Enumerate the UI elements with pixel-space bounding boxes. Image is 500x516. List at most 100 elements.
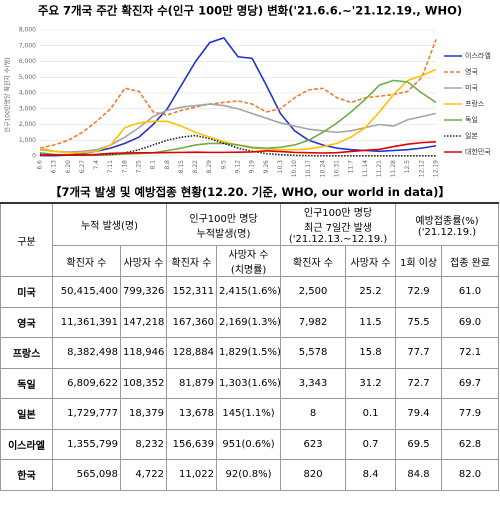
data-cell: 4,722 bbox=[119, 459, 168, 491]
data-cell: 69.7 bbox=[441, 367, 500, 399]
header-cell: 사망자 수 bbox=[345, 245, 397, 277]
y-tick-label: 0 bbox=[32, 153, 36, 160]
data-cell: 62.8 bbox=[441, 428, 500, 460]
data-cell: 7,982 bbox=[280, 306, 347, 338]
x-tick-label: 12.12 bbox=[418, 160, 425, 177]
x-tick-label: 10.3 bbox=[277, 160, 284, 174]
x-tick-label: 6.20 bbox=[65, 160, 72, 174]
country-cell: 이스라엘 bbox=[0, 428, 53, 460]
x-tick-label: 6.27 bbox=[79, 160, 86, 174]
x-tick-label: 10.10 bbox=[291, 160, 298, 177]
x-tick-label: 9.26 bbox=[263, 160, 270, 174]
x-tick-label: 12.5 bbox=[404, 160, 411, 174]
status-table: 구분 누적 발생(명) 인구100만 명당 누적발생(명) 인구100만 명당 … bbox=[0, 202, 500, 491]
x-tick-label: 7.4 bbox=[93, 160, 100, 170]
series-line bbox=[40, 141, 437, 156]
table-row: 독일 6,809,622 108,352 81,879 1,303(1.6%) 3,343… bbox=[0, 367, 500, 399]
data-cell: 5,578 bbox=[280, 337, 347, 369]
data-cell: 167,360 bbox=[166, 306, 218, 338]
data-cell: 13,678 bbox=[166, 398, 218, 430]
data-cell: 77.9 bbox=[441, 398, 500, 430]
data-cell: 81,879 bbox=[166, 367, 218, 399]
data-cell: 82.0 bbox=[441, 459, 500, 491]
x-tick-label: 7.25 bbox=[136, 160, 143, 174]
data-cell: 1,355,799 bbox=[52, 428, 121, 460]
header-cell: 확진자 수 bbox=[280, 245, 347, 277]
table-row: 프랑스 8,382,498 118,946 128,884 1,829(1.5%) 5,5… bbox=[0, 337, 500, 369]
x-tick-label: 11.14 bbox=[362, 160, 369, 177]
legend-label: 프랑스 bbox=[465, 100, 485, 108]
y-tick-label: 4,000 bbox=[19, 90, 36, 97]
x-tick-label: 11.21 bbox=[376, 160, 383, 177]
data-cell: 11.5 bbox=[345, 306, 397, 338]
data-cell: 2,415(1.6%) bbox=[216, 276, 282, 308]
data-cell: 108,352 bbox=[119, 367, 168, 399]
data-cell: 72.9 bbox=[395, 276, 443, 308]
data-cell: 3,343 bbox=[280, 367, 347, 399]
chart-title: 주요 7개국 주간 확진자 수(인구 100만 명당) 변화('21.6.6.~… bbox=[38, 4, 462, 18]
country-cell: 미국 bbox=[0, 276, 53, 308]
x-tick-label: 9.19 bbox=[249, 160, 256, 174]
data-cell: 152,311 bbox=[166, 276, 218, 308]
data-cell: 128,884 bbox=[166, 337, 218, 369]
data-cell: 799,326 bbox=[119, 276, 168, 308]
header-cell: 인구100만 명당 최근 7일간 발생 ('21.12.13.~12.19.) bbox=[280, 202, 397, 246]
data-cell: 565,098 bbox=[52, 459, 121, 491]
data-cell: 820 bbox=[280, 459, 347, 491]
country-cell: 프랑스 bbox=[0, 337, 53, 369]
x-tick-label: 7.18 bbox=[121, 160, 128, 174]
y-tick-label: 7,000 bbox=[19, 42, 36, 49]
data-cell: 75.5 bbox=[395, 306, 443, 338]
data-cell: 79.4 bbox=[395, 398, 443, 430]
header-cell: 확진자 수 bbox=[166, 245, 218, 277]
data-cell: 1,303(1.6%) bbox=[216, 367, 282, 399]
x-tick-label: 7.11 bbox=[107, 160, 114, 174]
legend-label: 일본 bbox=[465, 131, 478, 140]
series-line bbox=[39, 39, 437, 149]
x-tick-label: 10.17 bbox=[305, 160, 312, 177]
y-tick-label: 2,000 bbox=[19, 121, 36, 128]
x-tick-label: 8.1 bbox=[150, 160, 157, 170]
data-cell: 156,639 bbox=[166, 428, 218, 460]
header-cell: 구분 bbox=[0, 202, 53, 277]
legend-label: 대한민국 bbox=[465, 147, 491, 156]
legend-label: 독일 bbox=[465, 115, 478, 124]
data-cell: 2,169(1.3%) bbox=[216, 306, 282, 338]
country-cell: 영국 bbox=[0, 306, 53, 338]
table-row: 미국 50,415,400 799,326 152,311 2,415(1.6%) 2,5… bbox=[0, 276, 500, 308]
header-cell: 인구100만 명당 누적발생(명) bbox=[166, 202, 282, 246]
data-cell: 2,500 bbox=[280, 276, 347, 308]
table-caption: 【7개국 발생 및 예방접종 현황(12.20. 기준, WHO, our wo… bbox=[50, 185, 450, 199]
data-cell: 8 bbox=[280, 398, 347, 430]
table-row: 한국 565,098 4,722 11,022 92(0.8%) 820 8.4 84.8 82… bbox=[0, 459, 500, 491]
data-cell: 951(0.6%) bbox=[216, 428, 282, 460]
x-tick-label: 11.28 bbox=[390, 160, 397, 177]
data-cell: 147,218 bbox=[119, 306, 168, 338]
x-tick-label: 8.22 bbox=[192, 160, 199, 174]
data-cell: 1,829(1.5%) bbox=[216, 337, 282, 369]
data-cell: 11,361,391 bbox=[52, 306, 121, 338]
country-cell: 한국 bbox=[0, 459, 53, 491]
header-cell: 누적 발생(명) bbox=[51, 202, 168, 246]
y-tick-label: 6,000 bbox=[19, 58, 36, 65]
data-cell: 0.1 bbox=[345, 398, 397, 430]
data-cell: 72.7 bbox=[395, 367, 443, 399]
y-tick-label: 5,000 bbox=[19, 74, 36, 81]
x-tick-label: 8.8 bbox=[164, 160, 171, 170]
x-tick-label: 6.13 bbox=[51, 160, 58, 174]
x-tick-label: 11.7 bbox=[348, 160, 355, 174]
series-line bbox=[39, 134, 436, 157]
data-cell: 623 bbox=[280, 428, 347, 460]
x-tick-label: 6.6 bbox=[37, 160, 44, 170]
data-cell: 25.2 bbox=[345, 276, 397, 308]
x-tick-label: 9.5 bbox=[220, 160, 227, 170]
data-cell: 6,809,622 bbox=[52, 367, 121, 399]
x-tick-label: 8.15 bbox=[178, 160, 185, 174]
y-tick-label: 8,000 bbox=[19, 27, 36, 34]
data-cell: 11,022 bbox=[166, 459, 218, 491]
y-tick-label: 1,000 bbox=[19, 137, 36, 144]
data-cell: 145(1.1%) bbox=[216, 398, 282, 430]
header-cell: 사망자 수 bbox=[119, 245, 168, 277]
legend-label: 미국 bbox=[465, 83, 478, 92]
